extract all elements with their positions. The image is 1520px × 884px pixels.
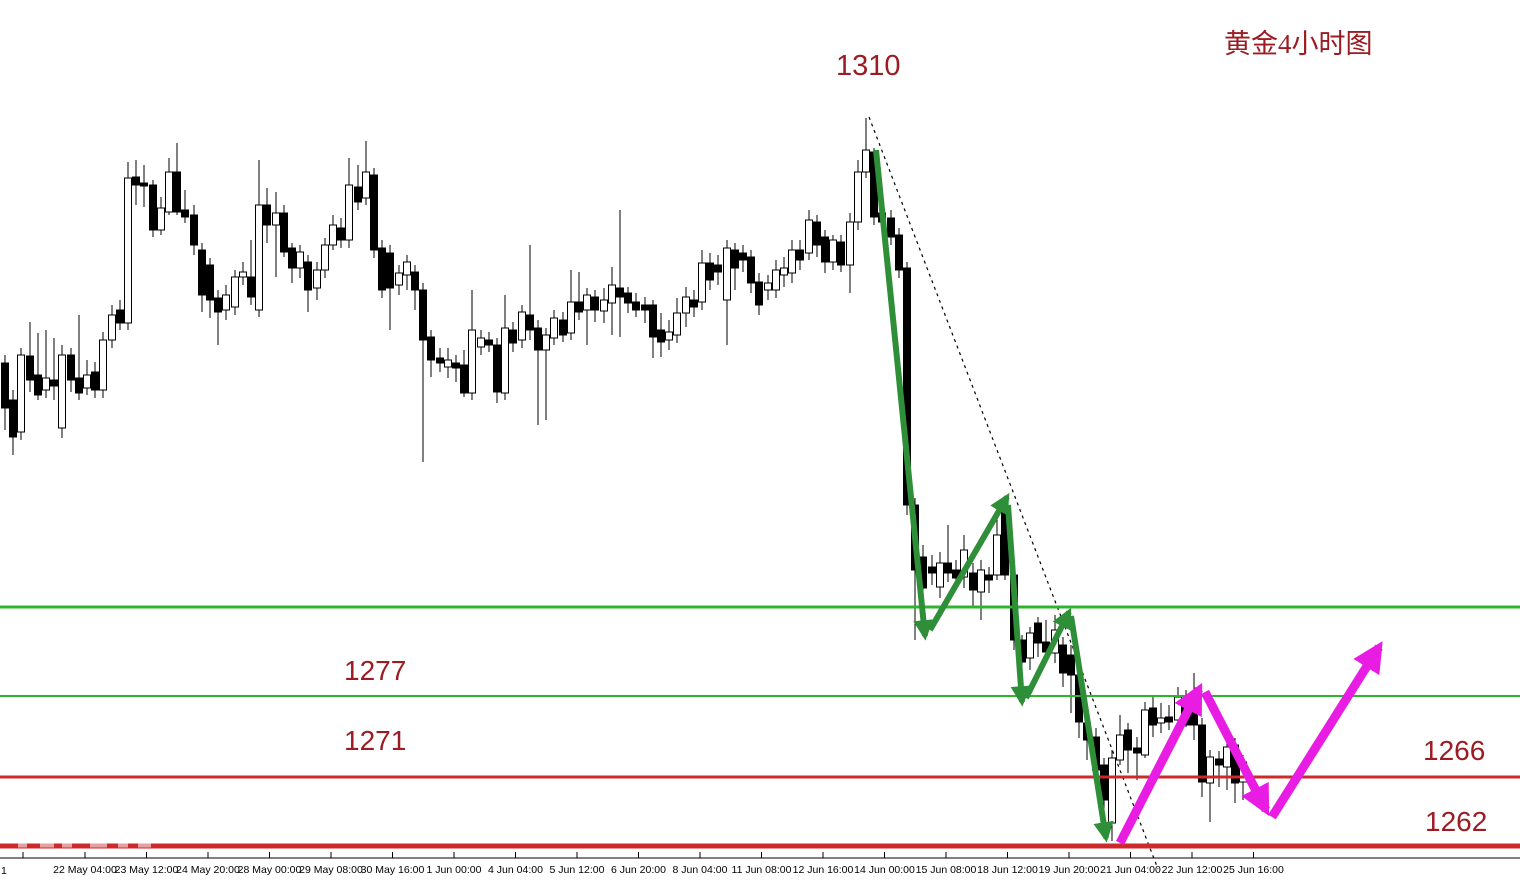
horizontal-price-lines [0, 605, 1520, 849]
svg-text:4 Jun 04:00: 4 Jun 04:00 [488, 864, 543, 876]
svg-text:8 Jun 04:00: 8 Jun 04:00 [673, 864, 728, 876]
svg-text:1 Jun 00:00: 1 Jun 00:00 [427, 864, 482, 876]
svg-text:22 May 04:00: 22 May 04:00 [53, 864, 117, 876]
svg-text:14 Jun 00:00: 14 Jun 00:00 [854, 864, 915, 876]
level-label-1271: 1271 [344, 725, 407, 756]
level-label-1277: 1277 [344, 655, 407, 686]
peak-price-label: 1310 [836, 50, 901, 82]
chart-title: 黄金4小时图 [1224, 29, 1373, 59]
svg-text:21 Jun 04:00: 21 Jun 04:00 [1100, 864, 1161, 876]
x-axis-partial-label: 1 [1, 865, 7, 877]
level-label-1266: 1266 [1423, 735, 1486, 766]
svg-text:29 May 08:00: 29 May 08:00 [299, 864, 363, 876]
level-label-1262: 1262 [1425, 806, 1488, 837]
svg-text:24 May 20:00: 24 May 20:00 [176, 864, 240, 876]
svg-text:11 Jun 08:00: 11 Jun 08:00 [732, 864, 792, 876]
svg-text:18 Jun 12:00: 18 Jun 12:00 [977, 864, 1038, 876]
svg-text:30 May 16:00: 30 May 16:00 [361, 864, 425, 876]
svg-text:25 Jun 16:00: 25 Jun 16:00 [1223, 864, 1284, 876]
svg-text:28 May 00:00: 28 May 00:00 [238, 864, 302, 876]
svg-text:5 Jun 12:00: 5 Jun 12:00 [550, 864, 605, 876]
watermark-artifact [18, 842, 151, 848]
svg-text:12 Jun 16:00: 12 Jun 16:00 [793, 864, 854, 876]
svg-text:15 Jun 08:00: 15 Jun 08:00 [916, 864, 977, 876]
magenta-projection-arrows [1115, 641, 1383, 846]
green-trend-arrows [873, 149, 1114, 843]
svg-text:6 Jun 20:00: 6 Jun 20:00 [611, 864, 666, 876]
svg-text:22 Jun 12:00: 22 Jun 12:00 [1162, 864, 1223, 876]
svg-text:23 May 12:00: 23 May 12:00 [115, 864, 179, 876]
svg-text:19 Jun 20:00: 19 Jun 20:00 [1039, 864, 1100, 876]
candles [1, 118, 1247, 841]
dotted-trendline [868, 116, 1159, 870]
